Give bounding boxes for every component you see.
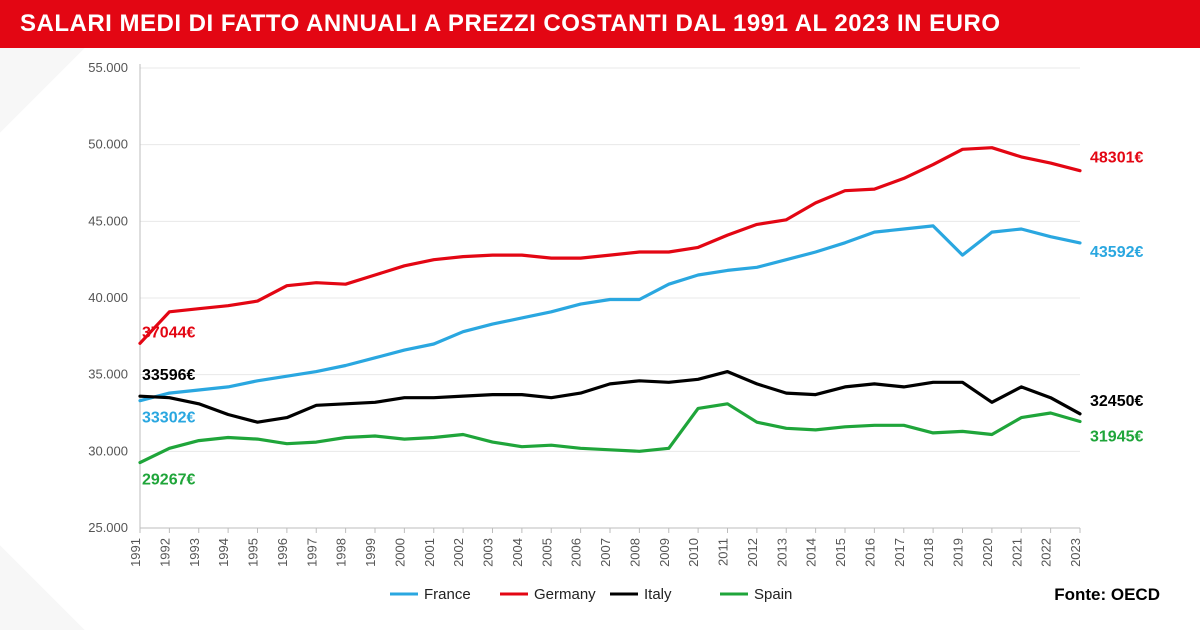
- y-tick-label: 45.000: [88, 213, 128, 228]
- x-tick-label: 2020: [980, 538, 995, 567]
- x-tick-label: 1998: [334, 538, 349, 567]
- x-tick-label: 2007: [598, 538, 613, 567]
- y-tick-label: 40.000: [88, 290, 128, 305]
- x-tick-label: 2003: [481, 538, 496, 567]
- x-tick-label: 2012: [745, 538, 760, 567]
- x-tick-label: 2008: [627, 538, 642, 567]
- x-tick-label: 2001: [422, 538, 437, 567]
- y-tick-label: 30.000: [88, 443, 128, 458]
- x-tick-label: 1996: [275, 538, 290, 567]
- x-tick-label: 2002: [451, 538, 466, 567]
- x-tick-label: 2013: [774, 538, 789, 567]
- source-label: Fonte: OECD: [1054, 585, 1160, 604]
- legend-label-germany: Germany: [534, 586, 596, 603]
- x-tick-label: 1991: [128, 538, 143, 567]
- x-tick-label: 2015: [833, 538, 848, 567]
- x-tick-label: 1997: [304, 538, 319, 567]
- x-tick-label: 2014: [804, 538, 819, 567]
- series-italy: [140, 372, 1080, 423]
- x-tick-label: 1995: [246, 538, 261, 567]
- start-label-italy: 33596€: [142, 367, 195, 384]
- x-tick-label: 2010: [686, 538, 701, 567]
- x-tick-label: 1999: [363, 538, 378, 567]
- x-tick-label: 2021: [1009, 538, 1024, 567]
- x-tick-label: 1992: [157, 538, 172, 567]
- x-tick-label: 2004: [510, 538, 525, 567]
- end-label-spain: 31945€: [1090, 429, 1143, 446]
- end-label-germany: 48301€: [1090, 150, 1143, 167]
- x-tick-label: 2018: [921, 538, 936, 567]
- x-tick-label: 2009: [657, 538, 672, 567]
- salary-chart: 25.000 30.000 35.000 40.000 45.000 50.000 55.0…: [0, 48, 1200, 630]
- legend-label-italy: Italy: [644, 586, 672, 603]
- x-tick-label: 2016: [862, 538, 877, 567]
- x-tick-label: 1994: [216, 538, 231, 567]
- page-title: SALARI MEDI DI FATTO ANNUALI A PREZZI CO…: [20, 10, 1001, 38]
- y-tick-label: 55.000: [88, 60, 128, 75]
- start-label-spain: 29267€: [142, 472, 195, 489]
- x-tick-label: 2005: [539, 538, 554, 567]
- x-tick-label: 1993: [187, 538, 202, 567]
- start-label-germany: 37044€: [142, 324, 195, 341]
- legend-label-spain: Spain: [754, 586, 792, 603]
- y-tick-label: 50.000: [88, 137, 128, 152]
- end-label-france: 43592€: [1090, 244, 1143, 261]
- y-tick-label: 25.000: [88, 520, 128, 535]
- chart-container: 25.000 30.000 35.000 40.000 45.000 50.000 55.0…: [0, 48, 1200, 630]
- x-tick-label: 2006: [569, 538, 584, 567]
- legend-label-france: France: [424, 586, 471, 603]
- series-germany: [140, 148, 1080, 344]
- x-tick-label: 2022: [1039, 538, 1054, 567]
- end-label-italy: 32450€: [1090, 393, 1143, 410]
- x-tick-label: 2023: [1068, 538, 1083, 567]
- x-tick-label: 2000: [392, 538, 407, 567]
- x-tick-label: 2019: [951, 538, 966, 567]
- title-band: SALARI MEDI DI FATTO ANNUALI A PREZZI CO…: [0, 0, 1200, 48]
- start-label-france: 33302€: [142, 410, 195, 427]
- x-tick-label: 2017: [892, 538, 907, 567]
- y-tick-label: 35.000: [88, 367, 128, 382]
- series-spain: [140, 404, 1080, 463]
- x-tick-label: 2011: [716, 538, 731, 566]
